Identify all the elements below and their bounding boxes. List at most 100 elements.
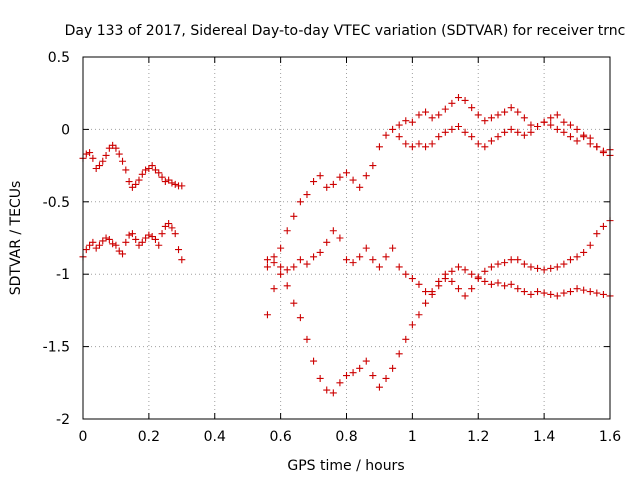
x-axis-label: GPS time / hours [287, 458, 404, 474]
data-point-series-3 [560, 118, 568, 126]
data-point-series-3 [487, 114, 495, 122]
data-point-series-4 [369, 256, 377, 264]
x-tick-label: 0.6 [269, 429, 291, 445]
data-point-series-1 [82, 150, 90, 158]
data-point-series-4 [356, 253, 364, 261]
data-point-series-2 [102, 234, 110, 242]
data-point-series-6 [402, 140, 410, 148]
data-point-series-4 [310, 253, 318, 261]
data-point-series-1 [168, 179, 176, 187]
data-point-series-4 [461, 292, 469, 300]
data-point-series-3 [566, 121, 574, 129]
data-point-series-2 [115, 247, 123, 255]
data-point-series-6 [422, 143, 430, 151]
data-point-series-2 [168, 224, 176, 232]
data-point-series-4 [468, 285, 476, 293]
data-point-series-5 [290, 299, 298, 307]
data-point-series-1 [89, 154, 97, 162]
data-point-series-5 [316, 374, 324, 382]
data-point-series-5 [487, 263, 495, 271]
data-point-series-1 [178, 182, 186, 190]
data-point-series-2 [119, 250, 127, 258]
data-point-series-4 [540, 289, 548, 297]
data-point-series-1 [109, 141, 117, 149]
data-point-series-5 [263, 311, 271, 319]
data-point-series-5 [534, 264, 542, 272]
data-point-series-6 [534, 123, 542, 131]
data-point-series-4 [283, 266, 291, 274]
data-point-series-1 [135, 176, 143, 184]
data-point-series-4 [494, 279, 502, 287]
data-point-series-6 [540, 118, 548, 126]
data-point-series-6 [599, 149, 607, 157]
data-point-series-6 [415, 140, 423, 148]
data-point-series-6 [408, 143, 416, 151]
data-point-series-2 [105, 235, 113, 243]
data-point-series-1 [86, 149, 94, 157]
data-point-series-5 [560, 260, 568, 268]
data-point-series-6 [560, 128, 568, 136]
data-point-series-2 [89, 238, 97, 246]
data-point-series-5 [408, 321, 416, 329]
data-point-series-2 [82, 246, 90, 254]
data-point-series-5 [415, 311, 423, 319]
data-point-series-6 [593, 143, 601, 151]
data-point-series-2 [92, 244, 100, 252]
x-tick-label: 0.4 [204, 429, 226, 445]
data-point-series-6 [395, 133, 403, 141]
data-point-series-1 [151, 166, 159, 174]
data-point-series-3 [395, 121, 403, 129]
x-tick-label: 0.2 [138, 429, 160, 445]
x-tick-label: 1.6 [599, 429, 621, 445]
data-point-series-6 [507, 125, 515, 133]
data-point-series-4 [336, 234, 344, 242]
data-point-series-6 [454, 123, 462, 131]
data-point-series-4 [593, 289, 601, 297]
data-point-series-4 [382, 253, 390, 261]
data-point-series-3 [520, 114, 528, 122]
data-point-series-3 [296, 198, 304, 206]
plot-frame [82, 56, 611, 420]
y-tick-label: -2 [56, 412, 70, 428]
data-point-series-3 [290, 212, 298, 220]
data-point-series-6 [481, 143, 489, 151]
data-point-series-4 [534, 288, 542, 296]
data-point-series-3 [408, 118, 416, 126]
data-point-series-6 [547, 121, 555, 129]
data-point-series-3 [283, 227, 291, 235]
data-point-series-3 [343, 169, 350, 177]
data-point-series-4 [375, 263, 383, 271]
data-point-series-4 [586, 288, 594, 296]
data-point-series-4 [487, 280, 495, 288]
data-point-series-5 [448, 267, 456, 275]
data-point-series-4 [454, 285, 462, 293]
data-point-series-4 [316, 248, 324, 256]
data-point-series-2 [122, 238, 130, 246]
data-point-series-5 [362, 357, 370, 365]
data-point-series-1 [155, 169, 163, 177]
data-point-series-6 [520, 131, 528, 139]
data-point-series-1 [105, 144, 113, 152]
data-point-series-2 [125, 231, 133, 239]
data-point-series-4 [527, 290, 535, 298]
data-point-series-2 [151, 235, 159, 243]
data-point-series-6 [527, 128, 535, 136]
data-point-series-3 [277, 244, 285, 252]
data-point-series-1 [158, 173, 166, 181]
data-point-series-5 [468, 270, 476, 278]
data-point-series-5 [454, 263, 462, 271]
data-point-series-5 [303, 335, 311, 343]
data-point-series-1 [138, 170, 146, 178]
x-tick-label: 1.4 [533, 429, 555, 445]
data-point-series-5 [540, 266, 548, 274]
chart-title: Day 133 of 2017, Sidereal Day-to-day VTE… [65, 23, 626, 39]
data-point-series-4 [263, 256, 271, 264]
data-point-series-1 [165, 176, 173, 184]
data-point-series-3 [527, 121, 535, 129]
data-point-series-3 [573, 125, 581, 133]
data-point-series-1 [142, 166, 150, 174]
data-point-series-3 [303, 191, 311, 199]
data-point-series-2 [171, 230, 179, 238]
